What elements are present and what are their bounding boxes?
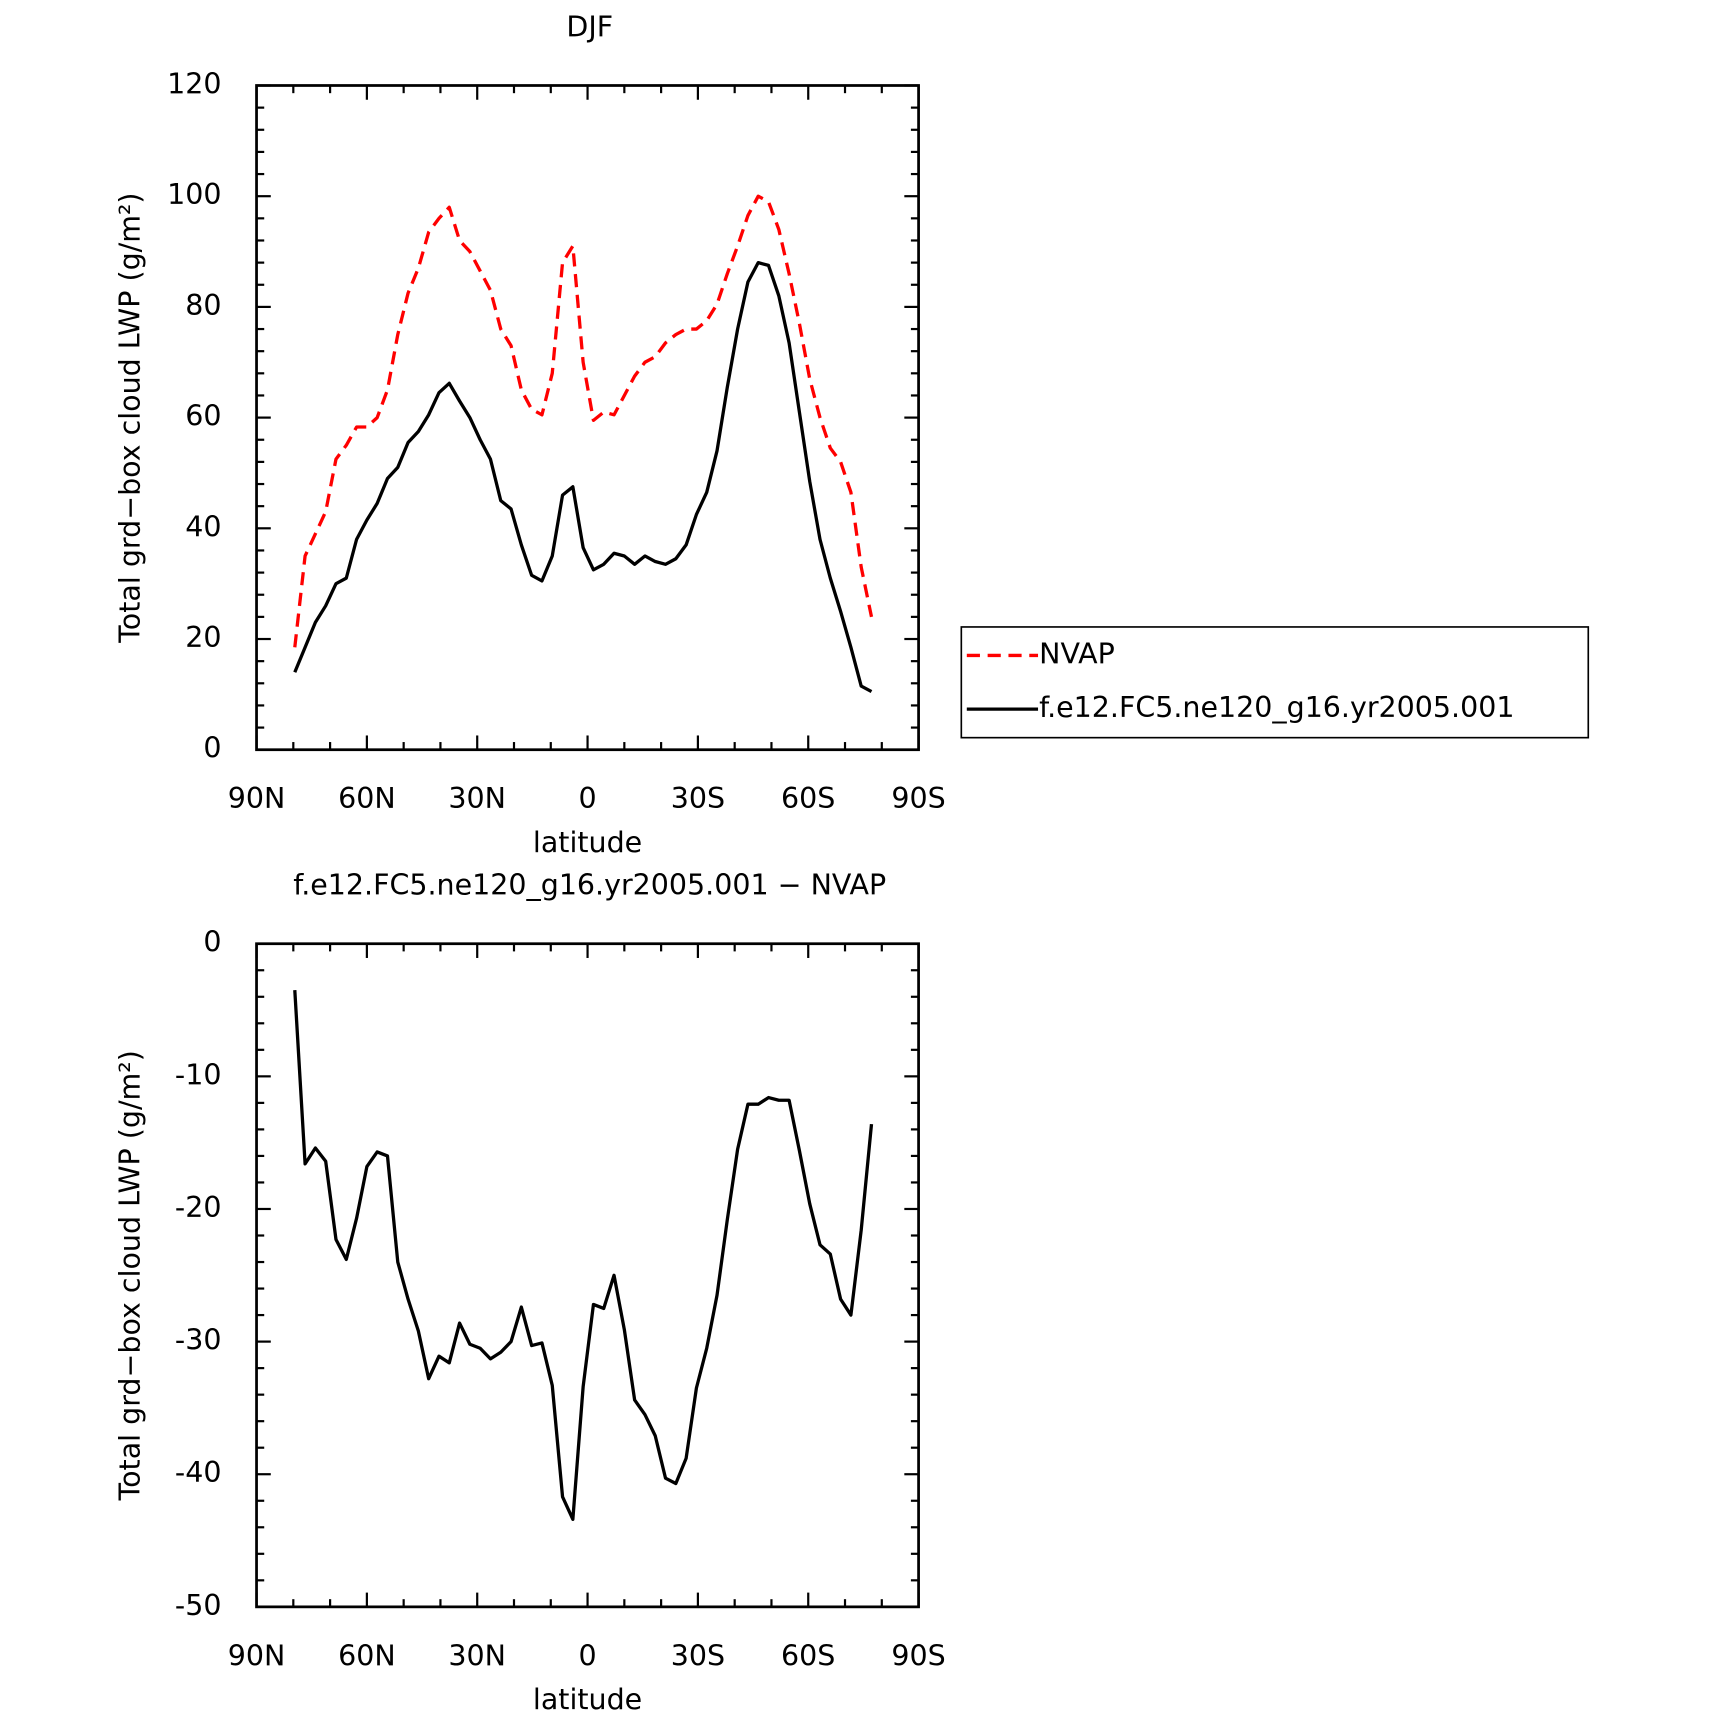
y-tick-label: 60: [185, 400, 221, 433]
x-tick-label: 60S: [781, 782, 835, 815]
y-tick-label: -40: [175, 1456, 222, 1489]
plot-frame: [255, 942, 920, 1609]
x-tick-label: 30S: [671, 782, 725, 815]
y-tick-label: -30: [175, 1324, 222, 1357]
y-tick-label: 0: [203, 926, 221, 959]
y-axis-label: Total grd−box cloud LWP (g/m²): [114, 1050, 147, 1501]
chart-title: DJF: [566, 10, 613, 43]
legend-box: [960, 626, 1590, 739]
x-tick-label: 60N: [338, 782, 396, 815]
x-tick-label: 60N: [338, 1639, 396, 1672]
plot-frame: [255, 84, 920, 752]
data-line: [293, 260, 873, 694]
x-axis-label: latitude: [533, 826, 642, 859]
x-tick-label: 30S: [671, 1639, 725, 1672]
data-line: [293, 990, 874, 1521]
y-tick-label: -50: [175, 1589, 222, 1622]
y-tick-label: 80: [185, 289, 221, 322]
y-tick-label: -10: [175, 1058, 222, 1091]
x-axis-label: latitude: [533, 1683, 642, 1716]
chart-title: f.e12.FC5.ne120_g16.yr2005.001 − NVAP: [293, 869, 886, 902]
x-tick-label: 0: [578, 782, 596, 815]
data-line: [293, 194, 874, 648]
x-tick-label: 30N: [448, 782, 506, 815]
y-tick-label: 0: [203, 732, 221, 765]
x-tick-label: 60S: [781, 1639, 835, 1672]
x-tick-label: 30N: [448, 1639, 506, 1672]
x-tick-label: 90N: [228, 782, 286, 815]
x-tick-label: 90S: [891, 1639, 945, 1672]
legend-label: f.e12.FC5.ne120_g16.yr2005.001: [1039, 691, 1514, 724]
x-tick-label: 0: [578, 1639, 596, 1672]
y-tick-label: 120: [167, 67, 221, 100]
legend-label: NVAP: [1039, 637, 1115, 670]
x-tick-label: 90N: [228, 1639, 286, 1672]
y-tick-label: 20: [185, 621, 221, 654]
y-axis-label: Total grd−box cloud LWP (g/m²): [114, 192, 147, 643]
y-tick-label: 40: [185, 510, 221, 543]
y-tick-label: 100: [167, 178, 221, 211]
y-tick-label: -20: [175, 1191, 222, 1224]
x-tick-label: 90S: [891, 782, 945, 815]
